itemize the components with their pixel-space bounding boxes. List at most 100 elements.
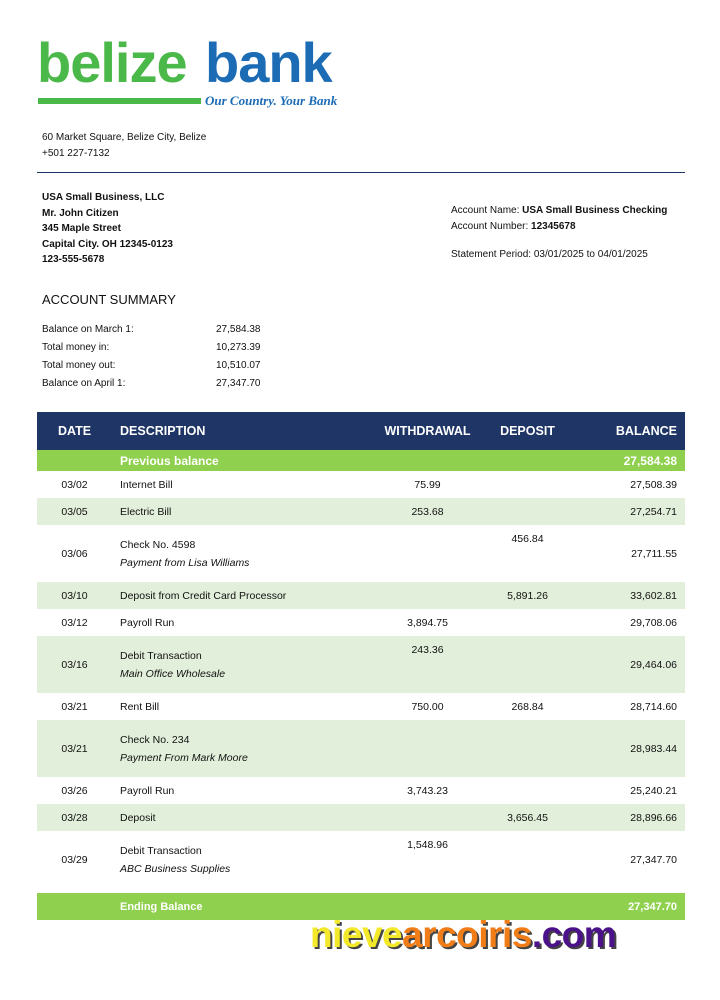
- row-date: 03/29: [61, 853, 88, 866]
- header-withdrawal: WITHDRAWAL: [375, 412, 480, 450]
- row-deposit: 5,891.26: [480, 582, 575, 609]
- table-row: 03/02 Internet Bill 75.99 27,508.39: [37, 471, 685, 498]
- table-row: 03/05 Electric Bill 253.68 27,254.71: [37, 498, 685, 525]
- logo-word-belize: belize: [37, 31, 188, 94]
- table-row: 03/21 Rent Bill 750.00 268.84 28,714.60: [37, 693, 685, 720]
- row-balance: 27,711.55: [631, 547, 677, 560]
- row-description-main: Internet Bill: [120, 478, 173, 491]
- row-description: Deposit: [112, 804, 375, 831]
- row-balance: 27,347.70: [630, 853, 677, 866]
- row-description-sub: ABC Business Supplies: [120, 862, 231, 875]
- row-description-main: Electric Bill: [120, 505, 172, 518]
- row-date: 03/06: [61, 547, 88, 560]
- summary-value: 27,584.38: [216, 324, 261, 335]
- row-deposit: [480, 609, 575, 636]
- account-summary: Balance on March 1: 27,584.38 Total money …: [42, 321, 261, 393]
- row-withdrawal: 243.36: [375, 636, 480, 693]
- row-balance: 28,714.60: [630, 700, 677, 713]
- row-description: Debit Transaction Main Office Wholesale: [112, 636, 375, 693]
- row-description: Internet Bill: [112, 471, 375, 498]
- row-description: Payroll Run: [112, 609, 375, 636]
- row-description-main: Payroll Run: [120, 784, 175, 797]
- account-name: USA Small Business Checking: [522, 205, 668, 216]
- row-withdrawal: 253.68: [375, 498, 480, 525]
- row-description: Debit Transaction ABC Business Supplies: [112, 831, 375, 888]
- row-deposit: [480, 831, 575, 888]
- header-description: DESCRIPTION: [112, 412, 375, 450]
- customer-info: USA Small Business, LLC Mr. John Citizen…: [42, 190, 173, 268]
- header-balance: BALANCE: [575, 412, 685, 450]
- row-deposit: 268.84: [511, 700, 544, 713]
- row-balance: 29,708.06: [630, 616, 677, 629]
- watermark-part3: .com: [531, 914, 617, 955]
- row-deposit: [480, 777, 575, 804]
- row-balance: 27,254.71: [575, 498, 685, 525]
- row-description-main: Deposit from Credit Card Processor: [120, 589, 287, 602]
- logo-word-bank: bank: [205, 31, 333, 94]
- table-row: 03/28 Deposit 3,656.45 28,896.66: [37, 804, 685, 831]
- row-deposit: 456.84: [511, 533, 544, 545]
- row-withdrawal: 3,894.75: [407, 616, 448, 629]
- row-date: 03/05: [37, 498, 112, 525]
- account-number: 12345678: [531, 220, 576, 232]
- row-date: 03/12: [61, 616, 88, 629]
- row-description: Deposit from Credit Card Processor: [112, 582, 375, 609]
- summary-value: 27,347.70: [216, 378, 261, 389]
- table-row: 03/29 Debit Transaction ABC Business Supp…: [37, 831, 685, 888]
- watermark-part2: arcoiris: [402, 914, 532, 955]
- customer-company: USA Small Business, LLC: [42, 192, 165, 203]
- row-description-main: Deposit: [120, 811, 156, 824]
- watermark-part1: nieve: [310, 914, 403, 955]
- row-balance: 28,896.66: [575, 804, 685, 831]
- bank-address: 60 Market Square, Belize City, Belize +5…: [42, 130, 206, 162]
- ending-balance-value: 27,347.70: [575, 893, 685, 920]
- logo-underline: [38, 98, 201, 104]
- row-deposit: [480, 471, 575, 498]
- row-description-sub: Payment from Lisa Williams: [120, 556, 250, 569]
- row-withdrawal: [375, 582, 480, 609]
- summary-row: Balance on April 1: 27,347.70: [42, 375, 261, 393]
- row-withdrawal: [375, 804, 480, 831]
- account-number-label: Account Number:: [451, 220, 529, 232]
- row-deposit: [480, 498, 575, 525]
- summary-label: Balance on April 1:: [42, 378, 126, 389]
- row-withdrawal: 1,548.96: [407, 839, 448, 851]
- row-withdrawal: 3,743.23: [407, 784, 448, 797]
- row-date: 03/02: [61, 478, 88, 491]
- table-row: 03/21 Check No. 234 Payment From Mark Moo…: [37, 720, 685, 777]
- row-balance: 25,240.21: [630, 784, 677, 797]
- table-row: 03/10 Deposit from Credit Card Processor…: [37, 582, 685, 609]
- row-description-sub: Main Office Wholesale: [120, 667, 226, 680]
- statement-period: Statement Period: 03/01/2025 to 04/01/20…: [451, 249, 648, 260]
- table-row: 03/16 Debit Transaction Main Office Whole…: [37, 636, 685, 693]
- ending-balance-label: Ending Balance: [112, 893, 375, 920]
- row-deposit: 3,656.45: [480, 804, 575, 831]
- watermark: nievearcoiris.com: [310, 914, 617, 956]
- previous-balance-row: Previous balance 27,584.38: [37, 450, 685, 471]
- summary-value: 10,273.39: [216, 342, 261, 353]
- row-date: 03/28: [37, 804, 112, 831]
- summary-row: Total money out: 10,510.07: [42, 357, 261, 375]
- table-row: 03/12 Payroll Run 3,894.75 29,708.06: [37, 609, 685, 636]
- previous-balance-label: Previous balance: [112, 450, 375, 471]
- table-row: 03/26 Payroll Run 3,743.23 25,240.21: [37, 777, 685, 804]
- customer-name: Mr. John Citizen: [42, 207, 119, 219]
- row-description: Rent Bill: [112, 693, 375, 720]
- row-balance: 29,464.06: [575, 636, 685, 693]
- account-name-label: Account Name:: [451, 205, 520, 216]
- account-info: Account Name: USA Small Business Checkin…: [451, 203, 667, 234]
- row-description-main: Rent Bill: [120, 700, 160, 713]
- row-description: Electric Bill: [112, 498, 375, 525]
- row-date: 03/16: [37, 636, 112, 693]
- customer-phone: 123-555-5678: [42, 254, 105, 265]
- customer-city: Capital City. OH 12345-0123: [42, 238, 173, 250]
- row-description-main: Check No. 4598: [120, 538, 196, 551]
- row-description-main: Payroll Run: [120, 616, 175, 629]
- summary-label: Total money out:: [42, 360, 116, 371]
- header-deposit: DEPOSIT: [480, 412, 575, 450]
- header-date: DATE: [37, 412, 112, 450]
- row-balance: 28,983.44: [575, 720, 685, 777]
- row-deposit: [480, 720, 575, 777]
- bank-phone: +501 227-7132: [42, 148, 110, 159]
- summary-value: 10,510.07: [216, 360, 261, 371]
